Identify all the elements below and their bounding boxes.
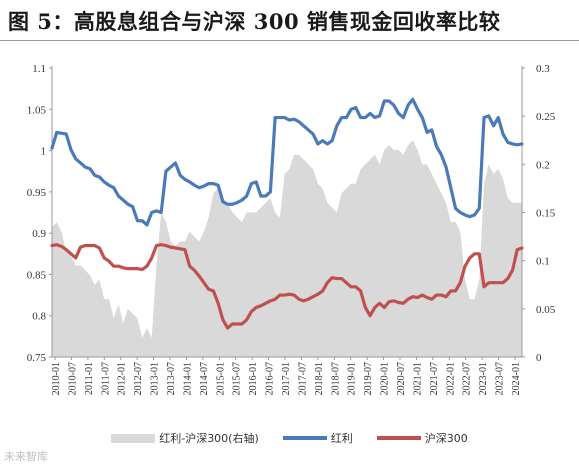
right-tick-label: 0.25 — [536, 111, 556, 123]
left-tick-label: 0.85 — [27, 269, 47, 281]
legend-item-spread: 红利-沪深300(右轴) — [111, 430, 259, 446]
left-tick-label: 1 — [41, 146, 47, 158]
right-tick-label: 0.05 — [536, 304, 556, 316]
x-tick-label: 2017-07 — [297, 362, 308, 395]
left-tick-label: 1.05 — [27, 104, 47, 116]
x-tick-label: 2012-01 — [117, 362, 128, 395]
x-tick-label: 2020-07 — [396, 362, 407, 395]
legend-swatch-dividend — [282, 436, 327, 440]
left-tick-label: 0.8 — [32, 311, 46, 323]
chart-legend: 红利-沪深300(右轴) 红利 沪深300 — [0, 428, 579, 448]
x-tick-label: 2021-01 — [412, 362, 423, 395]
x-tick-label: 2016-07 — [265, 362, 276, 395]
right-tick-label: 0 — [536, 352, 542, 364]
x-tick-label: 2022-07 — [462, 362, 473, 395]
x-tick-label: 2022-01 — [445, 362, 456, 395]
x-tick-label: 2017-01 — [281, 362, 292, 395]
x-tick-label: 2010-01 — [51, 362, 62, 395]
x-tick-label: 2014-07 — [199, 362, 210, 395]
x-tick-label: 2019-07 — [363, 362, 374, 395]
right-tick-label: 0.1 — [536, 256, 550, 268]
right-tick-label: 0.2 — [536, 159, 550, 171]
legend-label-hs300: 沪深300 — [424, 432, 468, 445]
legend-item-dividend: 红利 — [282, 430, 353, 446]
legend-swatch-area — [111, 433, 156, 443]
x-tick-label: 2015-01 — [215, 362, 226, 395]
x-tick-label: 2020-01 — [380, 362, 391, 395]
x-tick-label: 2019-01 — [347, 362, 358, 395]
legend-label-dividend: 红利 — [330, 432, 353, 445]
series-line-hs300 — [50, 243, 524, 330]
x-tick-label: 2016-01 — [248, 362, 259, 395]
x-tick-label: 2012-07 — [133, 362, 144, 395]
x-tick-label: 2018-07 — [330, 362, 341, 395]
x-tick-label: 2023-01 — [478, 362, 489, 395]
x-tick-label: 2013-07 — [166, 362, 177, 395]
legend-swatch-hs300 — [376, 436, 421, 440]
watermark-text: 未来智库 — [4, 450, 48, 463]
series-line-dividend — [50, 97, 524, 227]
x-tick-label: 2011-01 — [84, 362, 95, 395]
legend-item-hs300: 沪深300 — [376, 430, 468, 446]
x-tick-label: 2024-01 — [511, 362, 522, 395]
left-tick-label: 1.1 — [32, 63, 46, 75]
legend-label-spread: 红利-沪深300(右轴) — [159, 432, 259, 445]
x-tick-label: 2023-07 — [495, 362, 506, 395]
x-tick-label: 2013-01 — [150, 362, 161, 395]
left-tick-label: 0.9 — [32, 228, 46, 240]
x-tick-label: 2021-07 — [429, 362, 440, 395]
x-tick-label: 2014-01 — [182, 362, 193, 395]
left-tick-label: 0.75 — [27, 352, 47, 364]
x-tick-label: 2015-07 — [232, 362, 243, 395]
left-tick-label: 0.95 — [27, 187, 47, 199]
right-tick-label: 0.3 — [536, 63, 550, 75]
x-tick-label: 2010-07 — [67, 362, 78, 395]
x-tick-label: 2018-01 — [314, 362, 325, 395]
right-tick-label: 0.15 — [536, 208, 556, 220]
chart-title: 图 5：高股息组合与沪深 300 销售现金回收率比较 — [8, 9, 501, 34]
title-divider — [0, 40, 579, 41]
series-area-spread — [52, 140, 522, 357]
x-tick-label: 2011-07 — [100, 362, 111, 395]
